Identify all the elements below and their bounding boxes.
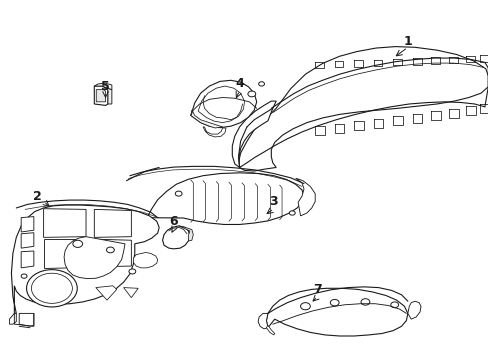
- Text: 5: 5: [101, 80, 110, 93]
- Text: 1: 1: [403, 35, 411, 49]
- Circle shape: [175, 191, 182, 196]
- Circle shape: [31, 273, 72, 303]
- Polygon shape: [94, 83, 112, 90]
- Polygon shape: [162, 226, 189, 249]
- Circle shape: [26, 270, 77, 307]
- Circle shape: [360, 299, 369, 305]
- Circle shape: [73, 240, 82, 247]
- Polygon shape: [21, 233, 34, 248]
- Polygon shape: [11, 205, 159, 314]
- Text: 4: 4: [235, 77, 244, 90]
- Polygon shape: [266, 325, 274, 335]
- Circle shape: [289, 211, 295, 215]
- Polygon shape: [19, 314, 34, 326]
- Polygon shape: [133, 252, 158, 268]
- Polygon shape: [190, 110, 222, 128]
- Circle shape: [300, 303, 310, 310]
- Polygon shape: [238, 46, 488, 171]
- Polygon shape: [203, 127, 225, 137]
- Polygon shape: [178, 226, 193, 241]
- Polygon shape: [266, 288, 407, 336]
- Circle shape: [330, 300, 338, 306]
- Text: 2: 2: [33, 190, 41, 203]
- Circle shape: [129, 269, 136, 274]
- Polygon shape: [96, 90, 105, 102]
- Polygon shape: [43, 239, 86, 268]
- Polygon shape: [147, 173, 304, 225]
- Circle shape: [21, 274, 27, 278]
- Polygon shape: [96, 286, 117, 300]
- Circle shape: [247, 91, 255, 97]
- Text: 3: 3: [269, 195, 278, 208]
- Text: 6: 6: [169, 215, 178, 228]
- Polygon shape: [21, 251, 34, 268]
- Circle shape: [258, 82, 264, 86]
- Polygon shape: [190, 80, 256, 128]
- Circle shape: [390, 302, 398, 308]
- Polygon shape: [102, 86, 112, 104]
- Polygon shape: [9, 314, 16, 324]
- Polygon shape: [407, 301, 420, 319]
- Polygon shape: [232, 101, 276, 167]
- Polygon shape: [295, 178, 315, 216]
- Text: 7: 7: [313, 283, 322, 296]
- Polygon shape: [258, 314, 267, 329]
- Polygon shape: [94, 86, 108, 105]
- Polygon shape: [94, 239, 131, 267]
- Circle shape: [106, 247, 114, 253]
- Polygon shape: [198, 86, 244, 123]
- Polygon shape: [43, 209, 86, 237]
- Polygon shape: [123, 288, 138, 298]
- Polygon shape: [94, 210, 131, 237]
- Polygon shape: [64, 237, 125, 279]
- Polygon shape: [21, 217, 34, 232]
